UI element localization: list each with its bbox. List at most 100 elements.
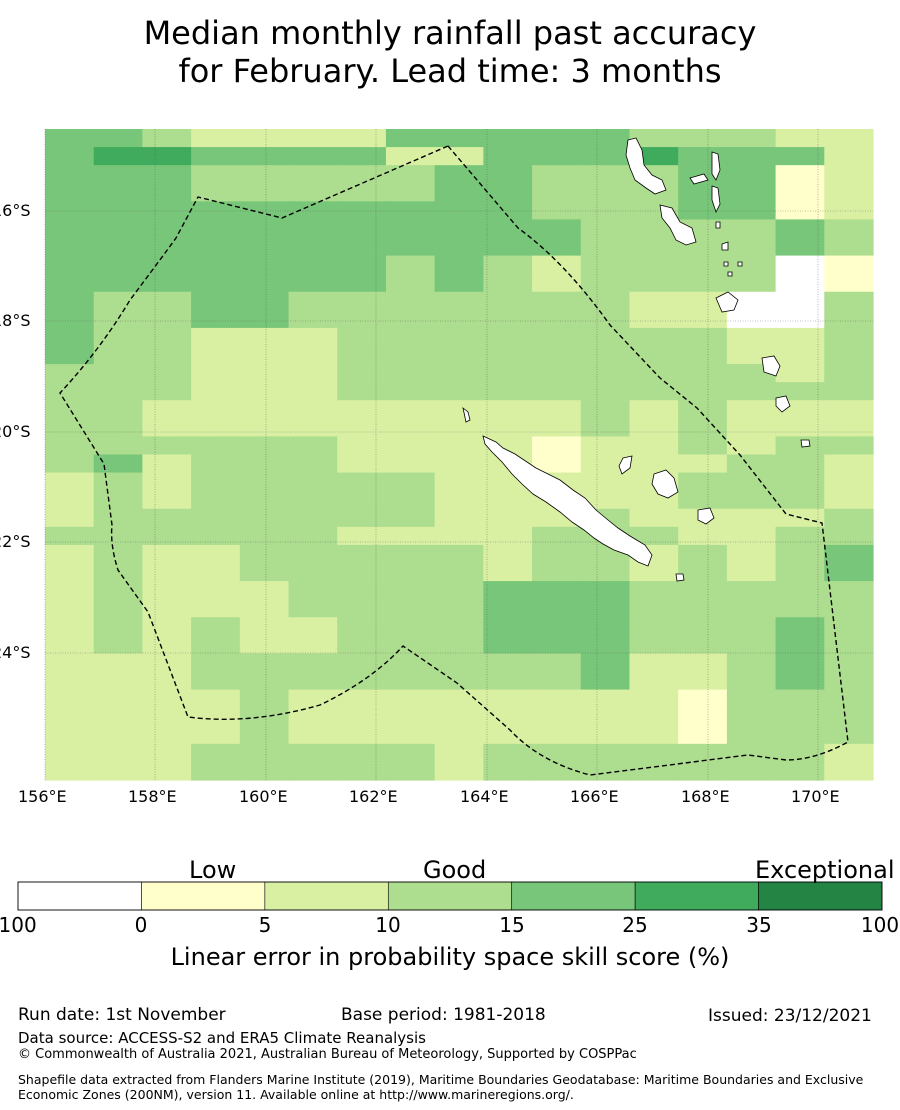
grid-cell xyxy=(191,400,241,419)
grid-cell xyxy=(678,581,728,600)
lat-tick-16s: 16°S xyxy=(0,201,31,220)
grid-cell xyxy=(775,327,825,347)
grid-cell xyxy=(775,544,825,564)
grid-cell xyxy=(824,635,874,655)
lon-tick-164e: 164°E xyxy=(460,787,509,806)
grid-cell xyxy=(434,635,484,655)
grid-cell xyxy=(142,563,192,582)
grid-cell xyxy=(45,653,95,673)
grid-cell xyxy=(93,382,144,401)
grid-cell xyxy=(385,544,436,564)
grid-cell xyxy=(385,129,436,148)
grid-cell xyxy=(288,418,338,438)
grid-cell xyxy=(824,544,874,564)
grid-cell xyxy=(142,165,192,184)
grid-cell xyxy=(93,327,144,347)
grid-cell xyxy=(142,635,192,655)
grid-cell xyxy=(483,508,533,528)
grid-cell xyxy=(93,183,144,202)
grid-cell xyxy=(580,418,631,438)
grid-cell xyxy=(191,671,241,691)
grid-cell xyxy=(532,400,582,419)
grid-cell xyxy=(239,129,290,148)
grid-cell xyxy=(678,563,728,582)
grid-cell xyxy=(434,201,484,221)
grid-cell xyxy=(726,129,777,148)
lon-tick-158e: 158°E xyxy=(128,787,177,806)
grid-cell xyxy=(775,725,825,745)
skill-score-grid xyxy=(45,129,874,781)
grid-cell xyxy=(629,725,679,745)
grid-cell xyxy=(337,436,387,456)
grid-cell xyxy=(726,490,777,510)
run-date: Run date: 1st November xyxy=(18,1005,226,1025)
grid-cell xyxy=(775,309,825,329)
grid-cell xyxy=(288,689,338,709)
grid-cell xyxy=(45,689,95,709)
grid-cell xyxy=(483,364,533,383)
grid-cell xyxy=(726,526,777,546)
vanuatu-epi xyxy=(721,241,729,251)
grid-cell xyxy=(824,436,874,456)
grid-cell xyxy=(288,671,338,691)
grid-cell xyxy=(45,327,95,347)
grid-cell xyxy=(239,400,290,419)
grid-cell xyxy=(483,165,533,184)
grid-cell xyxy=(385,346,436,365)
grid-cell xyxy=(385,219,436,239)
grid-cell xyxy=(385,255,436,275)
grid-cell xyxy=(385,309,436,329)
grid-cell xyxy=(434,400,484,419)
grid-cell xyxy=(191,743,241,763)
grid-cell xyxy=(288,581,338,600)
grid-cell xyxy=(288,346,338,365)
grid-cell xyxy=(629,707,679,727)
grid-cell xyxy=(45,617,95,636)
grid-cell xyxy=(142,183,192,202)
grid-cell xyxy=(142,725,192,745)
grid-cell xyxy=(434,237,484,257)
vanuatu-malekula xyxy=(659,204,697,246)
grid-cell xyxy=(824,364,874,383)
grid-cell xyxy=(678,490,728,510)
grid-cell xyxy=(434,581,484,600)
grid-cell xyxy=(532,743,582,763)
grid-cell xyxy=(191,472,241,492)
grid-cell xyxy=(385,581,436,600)
grid-cell xyxy=(434,327,484,347)
grid-cell xyxy=(824,599,874,618)
title-line-2: for February. Lead time: 3 months xyxy=(178,52,722,90)
grid-cell xyxy=(580,707,631,727)
grid-cell xyxy=(775,129,825,148)
grid-cell xyxy=(726,309,777,329)
grid-cell xyxy=(629,526,679,546)
grid-cell xyxy=(142,436,192,456)
grid-cell xyxy=(678,599,728,618)
grid-cell xyxy=(385,508,436,528)
grid-cell xyxy=(385,436,436,456)
grid-cell xyxy=(239,563,290,582)
grid-cell xyxy=(483,418,533,438)
grid-cell xyxy=(678,544,728,564)
graticule xyxy=(44,129,873,780)
lat-tick-20s: 20°S xyxy=(0,422,31,441)
grid-cell xyxy=(726,581,777,600)
grid-cell xyxy=(629,581,679,600)
grid-cell xyxy=(678,183,728,202)
grid-cell xyxy=(678,725,728,745)
grid-cell xyxy=(385,400,436,419)
grid-cell xyxy=(239,346,290,365)
grid-cell xyxy=(775,526,825,546)
grid-cell xyxy=(239,653,290,673)
vanuatu-maewo xyxy=(711,151,721,181)
grid-cell xyxy=(45,237,95,257)
grid-cell xyxy=(288,382,338,401)
grid-cell xyxy=(580,237,631,257)
grid-cell xyxy=(45,743,95,763)
grid-cell xyxy=(385,327,436,347)
grid-cell xyxy=(142,490,192,510)
grid-cell xyxy=(824,273,874,293)
loyalty-island-ouvea xyxy=(618,455,633,475)
grid-cell xyxy=(434,454,484,474)
grid-cell xyxy=(532,183,582,202)
